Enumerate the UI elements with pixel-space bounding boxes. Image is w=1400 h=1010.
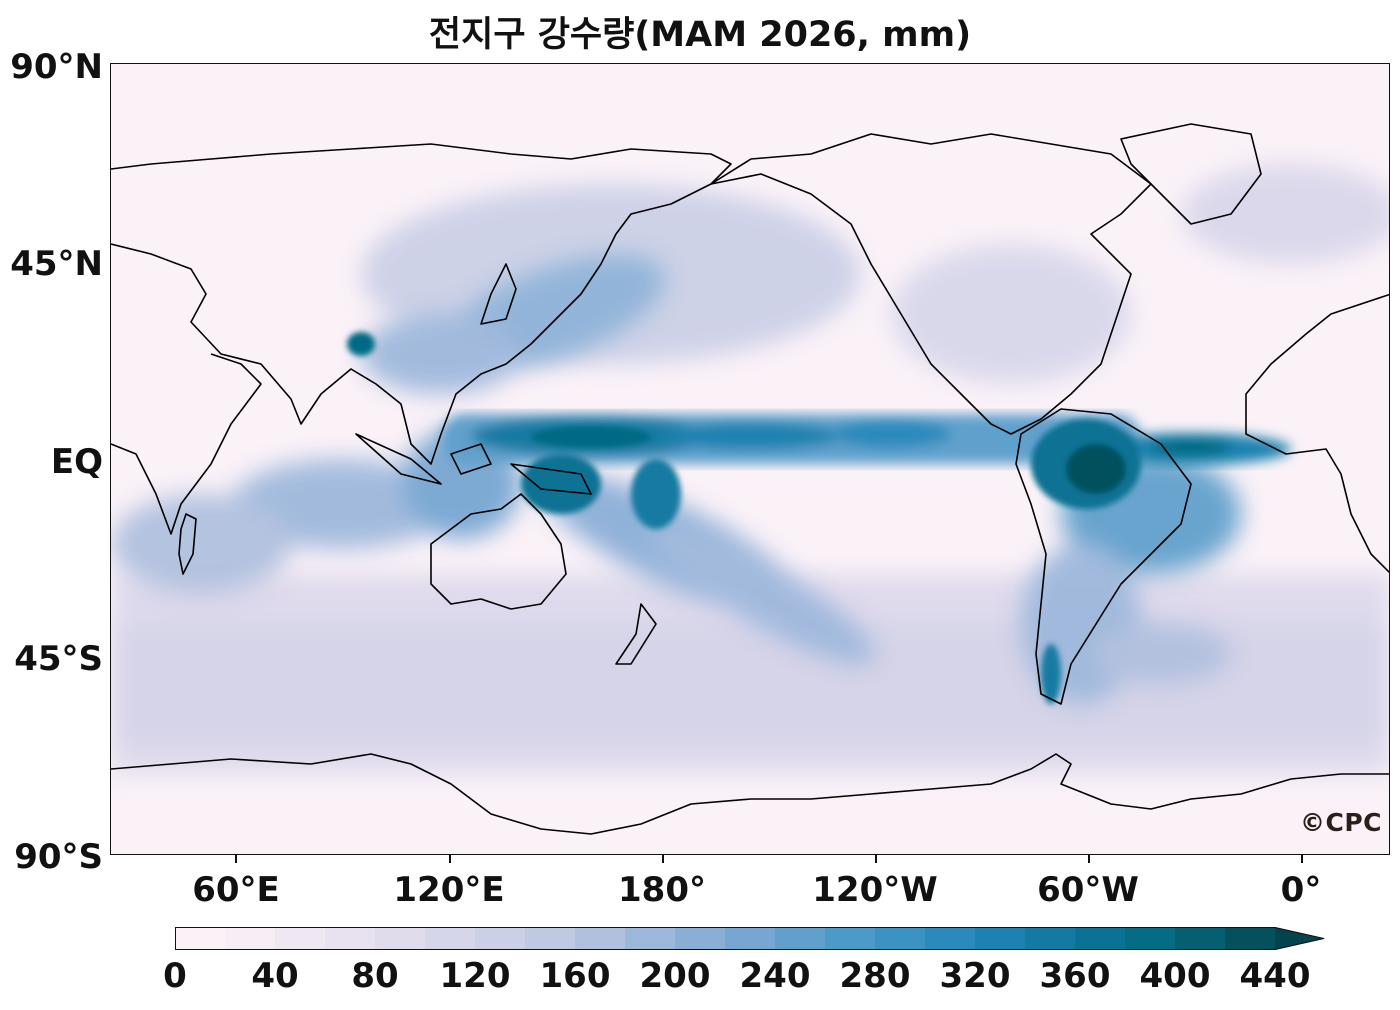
- cpc-credit: ©CPC: [1300, 808, 1383, 837]
- lat-label-90s: 90°S: [14, 837, 103, 877]
- colorbar-cell: [1025, 927, 1076, 950]
- map-panel: [110, 63, 1390, 855]
- coast-eurasia-africa: [111, 143, 732, 465]
- coast-australia: [430, 493, 567, 610]
- colorbar-cell: [925, 927, 976, 950]
- colorbar-cell: [375, 927, 426, 950]
- lat-label-45s: 45°S: [14, 639, 103, 679]
- cb-label-40: 40: [251, 956, 299, 996]
- cb-label-240: 240: [739, 956, 811, 996]
- colorbar-extend-arrow: [1275, 927, 1325, 950]
- lon-tick-120e: [449, 855, 451, 863]
- colorbar-cell: [1225, 927, 1276, 950]
- colorbar-outline: [175, 927, 1325, 950]
- lon-tick-180: [662, 855, 664, 863]
- cb-label-0: 0: [163, 956, 187, 996]
- colorbar-cell: [525, 927, 576, 950]
- colorbar-cell: [225, 927, 276, 950]
- colorbar-cell: [175, 927, 226, 950]
- cb-label-400: 400: [1139, 956, 1211, 996]
- lat-label-90n: 90°N: [10, 47, 103, 87]
- cb-label-120: 120: [439, 956, 511, 996]
- colorbar-cell: [425, 927, 476, 950]
- colorbar-cell: [975, 927, 1026, 950]
- colorbar-cell: [675, 927, 726, 950]
- lon-tick-0: [1301, 855, 1303, 863]
- colorbar-cell: [875, 927, 926, 950]
- cb-label-80: 80: [351, 956, 399, 996]
- lon-label-120w: 120°W: [812, 870, 938, 910]
- lon-tick-60w: [1088, 855, 1090, 863]
- coast-north-america: [710, 133, 1152, 435]
- precip-heavy-cores: [347, 332, 1141, 704]
- lon-tick-120w: [875, 855, 877, 863]
- coast-japan: [480, 263, 517, 325]
- colorbar-cell: [1075, 927, 1126, 950]
- colorbar-cell: [1125, 927, 1176, 950]
- colorbar-cell: [775, 927, 826, 950]
- cb-label-160: 160: [539, 956, 611, 996]
- lon-label-120e: 120°E: [393, 870, 505, 910]
- lat-label-45n: 45°N: [10, 244, 103, 284]
- lat-label-eq: EQ: [50, 442, 103, 482]
- coast-nz: [615, 603, 657, 665]
- coast-africa-east: [111, 353, 262, 535]
- colorbar-cell: [625, 927, 676, 950]
- colorbar-cell: [475, 927, 526, 950]
- chart-title: 전지구 강수량(MAM 2026, mm): [428, 15, 972, 55]
- colorbar: [175, 927, 1325, 950]
- precipitation-map: [111, 64, 1389, 854]
- coast-south-america: [1015, 408, 1192, 705]
- colorbar-cell: [1175, 927, 1226, 950]
- colorbar-cell: [575, 927, 626, 950]
- lon-label-0: 0°: [1280, 870, 1322, 910]
- lon-tick-60e: [235, 855, 237, 863]
- coast-indonesia: [355, 433, 592, 495]
- coastlines: [111, 123, 1389, 835]
- coast-antarctica: [111, 753, 1389, 835]
- cb-label-200: 200: [639, 956, 711, 996]
- colorbar-cell: [325, 927, 376, 950]
- coast-africa-west: [1245, 293, 1389, 574]
- colorbar-cell: [825, 927, 876, 950]
- lon-label-180: 180°: [618, 870, 706, 910]
- lon-label-60e: 60°E: [192, 870, 280, 910]
- cb-label-280: 280: [839, 956, 911, 996]
- cb-label-440: 440: [1239, 956, 1311, 996]
- colorbar-cell: [725, 927, 776, 950]
- coast-madagascar: [178, 513, 197, 575]
- cb-label-360: 360: [1039, 956, 1111, 996]
- coast-greenland: [1120, 123, 1262, 225]
- colorbar-cell: [275, 927, 326, 950]
- lon-label-60w: 60°W: [1037, 870, 1139, 910]
- cb-label-320: 320: [939, 956, 1011, 996]
- colorbar-cells: [175, 927, 1325, 950]
